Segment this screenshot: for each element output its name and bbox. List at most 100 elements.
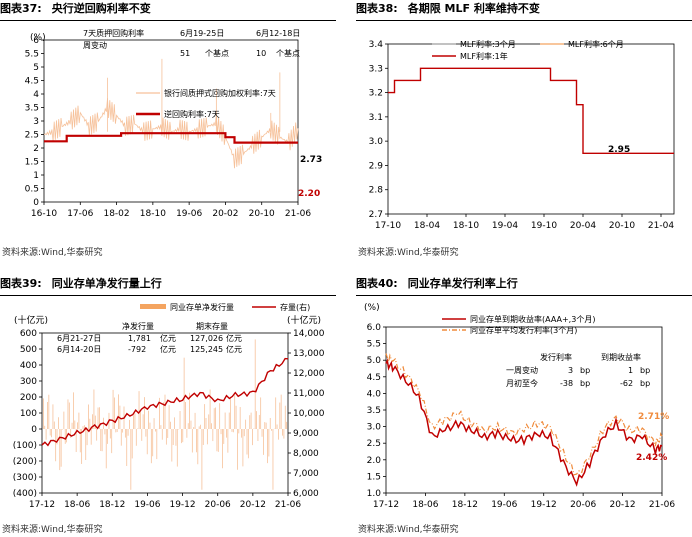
chart40-xtick-label: 19-12 (531, 500, 557, 510)
chart38-plot-frame (387, 43, 675, 215)
chart37-number: 图表37: (0, 2, 42, 15)
chart37-ytick-label: 5.5 (25, 50, 39, 60)
chart38-ytick-label: 2.9 (369, 161, 384, 171)
chart40-ann-r2-label: 月初至今 (506, 378, 538, 388)
chart37-ytick-label: 1 (33, 171, 39, 181)
chart40-ytick-label: 2.5 (367, 439, 381, 449)
chart40-xtick-label: 18-06 (412, 500, 438, 510)
chart39-xtick-label: 19-06 (134, 500, 160, 510)
chart39-ytick-right-label: 6,000 (293, 489, 319, 499)
chart39-tbl-r2-net: -792 (128, 345, 146, 354)
chart40-xtick-label: 20-06 (570, 500, 596, 510)
chart37-xtick-label: 20-10 (249, 209, 275, 219)
chart39-ytick-left-label: 100 (20, 409, 37, 419)
chart37-xtick-label: 19-06 (176, 209, 202, 219)
chart38-ytick-label: 2.8 (369, 186, 384, 196)
chart39-title: 同业存单净发行量上行 (51, 277, 162, 290)
chart39-xtick-label: 17-12 (29, 500, 55, 510)
chart39-xtick-label: 20-06 (205, 500, 231, 510)
chart38-series-mlf-1y-line (388, 67, 674, 155)
chart37-legend2-label: 逆回购利率:7天 (164, 109, 220, 119)
chart40-xtick-label: 18-12 (452, 500, 478, 510)
chart40-ytick-label: 3.0 (367, 423, 382, 433)
chart40-svg: 1.0 1.5 2.0 2.5 3.0 3.5 4.0 4.5 5.0 5.5 6.0 17-12 18… (364, 303, 675, 510)
chart39-ytick-left-label: 0 (31, 425, 37, 435)
chart40-ann-r2-u1: bp (580, 379, 590, 388)
chart38-legend1-label: MLF利率:3个月 (460, 39, 516, 49)
chart39-ytick-right-label: 13,000 (293, 349, 325, 359)
chart40-ann-h2: 到期收益率 (601, 352, 641, 362)
chart37-ytick-label: 5 (33, 63, 39, 73)
chart40-header: 图表40: 同业存单发行利率上行 (356, 275, 692, 296)
chart39-xtick-label: 18-12 (99, 500, 125, 510)
chart39-svg: (400) (300) (200) (100) 0 100 200 300 400 500 600 6… (13, 302, 325, 510)
chart39-xtick-label: 19-12 (169, 500, 195, 510)
chart38-ytick-label: 3.4 (369, 40, 384, 50)
panel-chart38: 图表38: 各期限 MLF 利率维持不变 2.7 2.8 2.9 3.0 3.1 3.2 3.… (356, 0, 692, 262)
chart40-ann-r2-u2: bp (640, 379, 650, 388)
chart40-ytick-label: 1.0 (367, 489, 382, 499)
chart37-xtick-label: 20-02 (212, 209, 238, 219)
chart40-ann-r1-v2: 1 (628, 366, 633, 375)
chart37-last1: 2.73 (300, 155, 322, 165)
chart39-ytick-right-label: 12,000 (293, 369, 325, 379)
chart39-xtick-label: 20-12 (240, 500, 266, 510)
chart37-ytick-label: 6 (33, 36, 39, 46)
chart38-title: 各期限 MLF 利率维持不变 (407, 2, 540, 15)
chart39-tbl-h1: 净发行量 (122, 321, 154, 331)
chart39-tbl-r1-u1: 亿元 (160, 333, 176, 343)
chart39-legend1-swatch (140, 304, 166, 309)
chart38-xtick-label: 17-10 (375, 221, 401, 231)
chart38-ytick-label: 3.0 (369, 137, 384, 147)
chart38-xtick-label: 19-04 (492, 221, 518, 231)
chart40-legend2-label: 同业存单平均发行利率(3个月) (470, 325, 577, 335)
chart37-ytick-label: 4.5 (25, 77, 39, 87)
chart39-tbl-r2-stock: 125,245 (190, 345, 223, 354)
chart40-ytick-label: 6.0 (367, 323, 382, 333)
chart37-xtick-label: 16-10 (31, 209, 57, 219)
chart40-xtick-label: 17-12 (373, 500, 399, 510)
chart38-ytick-label: 3.3 (369, 64, 383, 74)
chart39-ytick-right-label: 8,000 (293, 449, 319, 459)
chart40-series-issue-rate-line (385, 353, 663, 476)
chart39-header: 图表39: 同业存单净发行量上行 (0, 275, 336, 296)
chart37-xtick-label: 17-06 (67, 209, 93, 219)
chart40-ytick-label: 5.5 (367, 340, 381, 350)
chart39-legend1-label: 同业存单净发行量 (170, 302, 234, 312)
chart37-last2: 2.20 (298, 189, 320, 199)
chart40-legend1-label: 同业存单到期收益率(AAA+,3个月) (470, 314, 595, 324)
chart40-ytick-label: 3.5 (367, 406, 381, 416)
chart39-ytick-right-label: 14,000 (293, 329, 325, 339)
chart39-ytick-right-label: 11,000 (293, 389, 325, 399)
chart37-title: 央行逆回购利率不变 (51, 2, 151, 15)
chart40-yunit: (%) (364, 303, 380, 313)
chart38-xtick-label: 18-04 (414, 221, 440, 231)
chart39-tbl-h2: 期末存量 (196, 321, 228, 331)
chart37-ann-u1: 个基点 (205, 48, 229, 58)
chart40-ytick-label: 4.0 (367, 389, 382, 399)
chart37-xtick-label: 18-10 (140, 209, 166, 219)
chart39-number: 图表39: (0, 277, 42, 290)
chart40-plot-frame (385, 326, 663, 494)
chart39-ytick-left-label: (100) (13, 441, 37, 451)
chart39-tbl-r2-u1: 亿元 (160, 344, 176, 354)
chart38-xtick-label: 20-04 (570, 221, 596, 231)
chart37-legend1-label: 银行间质押式回购加权利率:7天 (164, 88, 276, 98)
chart38-ytick-label: 3.1 (369, 113, 383, 123)
chart40-series-ytm-line (385, 358, 663, 487)
chart40-ann-r1-v1: 3 (568, 366, 573, 375)
chart37-ytick-label: 4 (33, 90, 39, 100)
chart37-source: 资料来源:Wind,华泰研究 (2, 248, 103, 258)
chart40-ann-r2-v1: -38 (560, 379, 573, 388)
chart39-legend2-label: 存量(右) (280, 302, 310, 312)
chart37-series-reverse-repo-line (44, 132, 298, 144)
chart38-header: 图表38: 各期限 MLF 利率维持不变 (356, 0, 692, 21)
chart39-ytick-right-label: 10,000 (293, 409, 325, 419)
chart37-ann-weekchange: 周变动 (83, 40, 107, 50)
chart38-ytick-label: 3.2 (369, 89, 383, 99)
chart39-ytick-left-label: 200 (20, 393, 37, 403)
chart38-xtick-label: 21-04 (648, 221, 674, 231)
panel-chart39: 图表39: 同业存单净发行量上行 (400) (300) (200) (100) 0 100… (0, 275, 336, 537)
chart39-source: 资料来源:Wind,华泰研究 (2, 525, 103, 535)
chart40-number: 图表40: (356, 277, 398, 290)
